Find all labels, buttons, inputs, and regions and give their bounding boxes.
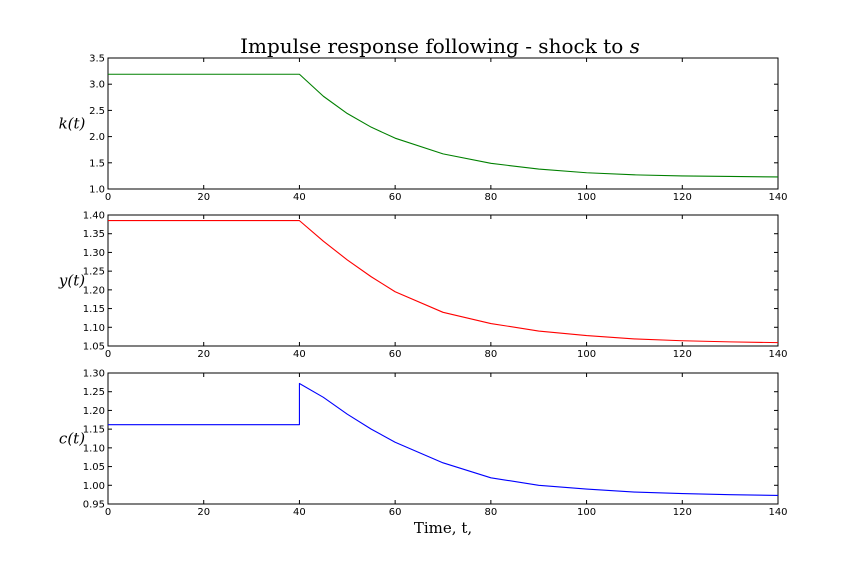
x-tick-label: 80 bbox=[484, 507, 497, 518]
y-tick-label: 1.30 bbox=[83, 248, 105, 259]
x-tick-label: 120 bbox=[673, 507, 692, 518]
y-axis-label: c(t) bbox=[59, 430, 85, 448]
axes-frame bbox=[107, 57, 779, 190]
x-tick-label: 100 bbox=[577, 349, 596, 360]
x-tick-label: 100 bbox=[577, 507, 596, 518]
y-tick-label: 2.5 bbox=[89, 106, 105, 117]
y-tick-label: 1.10 bbox=[83, 443, 105, 454]
axes-frame bbox=[107, 214, 779, 347]
y-tick-label: 3.5 bbox=[89, 54, 105, 65]
y-tick-label: 1.5 bbox=[89, 158, 105, 169]
x-tick-label: 0 bbox=[105, 192, 111, 203]
x-tick-label: 100 bbox=[577, 192, 596, 203]
y-tick-label: 1.15 bbox=[83, 425, 105, 436]
y-tick-label: 1.0 bbox=[89, 185, 105, 196]
y-tick-label: 3.0 bbox=[89, 80, 105, 91]
y-axis-label: k(t) bbox=[59, 115, 86, 133]
series-line bbox=[108, 73, 779, 178]
panel-1: 1.0 1.5 2.0 2.5 3.0 3.5 0 20 40 60 80 100 120 140 k(t) bbox=[59, 54, 788, 204]
x-tick-label: 60 bbox=[389, 349, 402, 360]
y-tick-label: 1.25 bbox=[83, 267, 105, 278]
y-tick-label: 1.40 bbox=[83, 211, 105, 222]
x-tick-label: 40 bbox=[293, 507, 306, 518]
y-tick-label: 1.20 bbox=[83, 406, 105, 417]
x-tick-label: 0 bbox=[105, 507, 111, 518]
x-tick-label: 140 bbox=[768, 507, 787, 518]
x-axis-label: Time, t, bbox=[414, 519, 472, 537]
panel-3: 0.95 1.00 1.05 1.10 1.15 1.20 1.25 1.30 0 20 40 60 8… bbox=[59, 369, 788, 519]
y-tick-label: 1.25 bbox=[83, 387, 105, 398]
y-tick-label: 1.35 bbox=[83, 229, 105, 240]
x-tick-label: 60 bbox=[389, 192, 402, 203]
y-tick-label: 1.00 bbox=[83, 481, 105, 492]
x-tick-label: 20 bbox=[197, 349, 210, 360]
x-tick-label: 140 bbox=[768, 192, 787, 203]
x-tick-label: 20 bbox=[197, 192, 210, 203]
series-line bbox=[108, 220, 779, 344]
x-tick-label: 80 bbox=[484, 349, 497, 360]
x-tick-label: 20 bbox=[197, 507, 210, 518]
x-tick-label: 40 bbox=[293, 192, 306, 203]
chart-title-text: Impulse response following - shock to bbox=[240, 34, 630, 58]
y-tick-label: 1.30 bbox=[83, 369, 105, 380]
chart-title-symbol: s bbox=[630, 34, 640, 58]
y-tick-label: 1.20 bbox=[83, 285, 105, 296]
y-tick-label: 1.05 bbox=[83, 462, 105, 473]
y-tick-label: 1.15 bbox=[83, 304, 105, 315]
y-axis-label: y(t) bbox=[58, 272, 85, 290]
x-tick-label: 80 bbox=[484, 192, 497, 203]
y-tick-label: 1.05 bbox=[83, 342, 105, 353]
x-tick-label: 40 bbox=[293, 349, 306, 360]
x-tick-label: 0 bbox=[105, 349, 111, 360]
x-tick-label: 120 bbox=[673, 349, 692, 360]
chart-title: Impulse response following - shock to s bbox=[240, 34, 640, 58]
y-tick-label: 0.95 bbox=[83, 500, 105, 511]
x-tick-label: 60 bbox=[389, 507, 402, 518]
axes-frame bbox=[107, 372, 779, 505]
x-tick-label: 140 bbox=[768, 349, 787, 360]
y-tick-label: 1.10 bbox=[83, 323, 105, 334]
panels: 1.0 1.5 2.0 2.5 3.0 3.5 0 20 40 60 80 100 120 140 k(t)… bbox=[58, 54, 788, 519]
series-line bbox=[108, 382, 779, 496]
y-tick-label: 2.0 bbox=[89, 132, 105, 143]
x-tick-label: 120 bbox=[673, 192, 692, 203]
panel-2: 1.05 1.10 1.15 1.20 1.25 1.30 1.35 1.40 0 20 40 60 8… bbox=[58, 211, 788, 361]
